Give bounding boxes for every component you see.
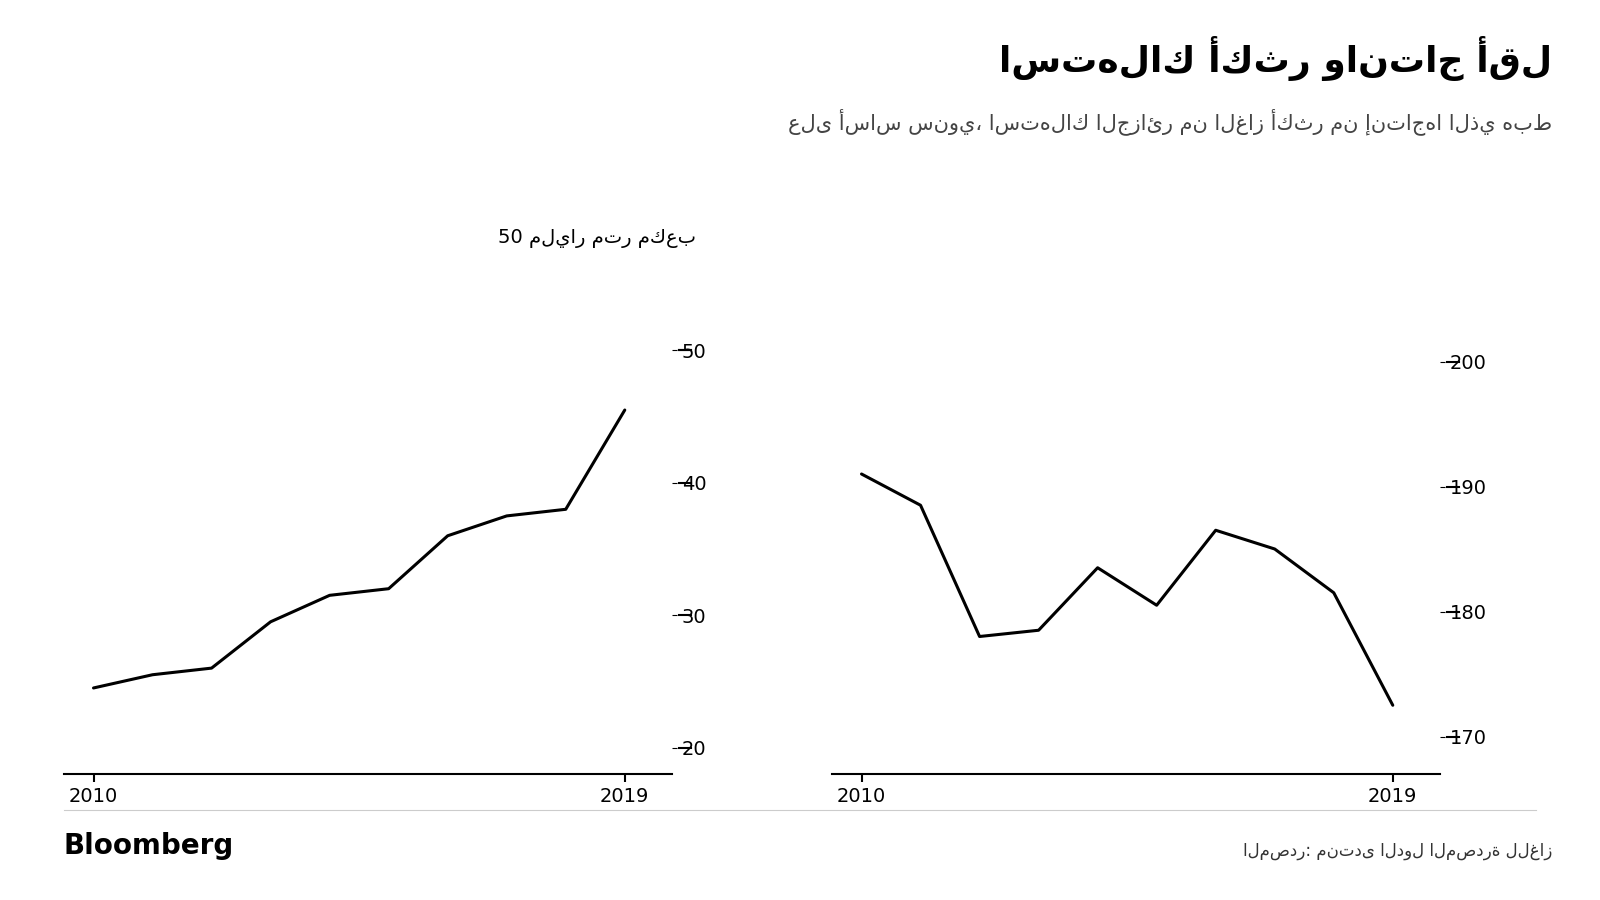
Text: Bloomberg: Bloomberg	[64, 832, 234, 860]
Text: المصدر: منتدى الدول المصدرة للغاز: المصدر: منتدى الدول المصدرة للغاز	[1243, 842, 1552, 859]
Text: استهلاك أكثر وانتاج أقل: استهلاك أكثر وانتاج أقل	[998, 36, 1552, 81]
Text: على أساس سنوي، استهلاك الجزائر من الغاز أكثر من إنتاجها الذي هبط: على أساس سنوي، استهلاك الجزائر من الغاز …	[787, 108, 1552, 135]
Text: 50 مليار متر مكعب: 50 مليار متر مكعب	[498, 230, 696, 248]
